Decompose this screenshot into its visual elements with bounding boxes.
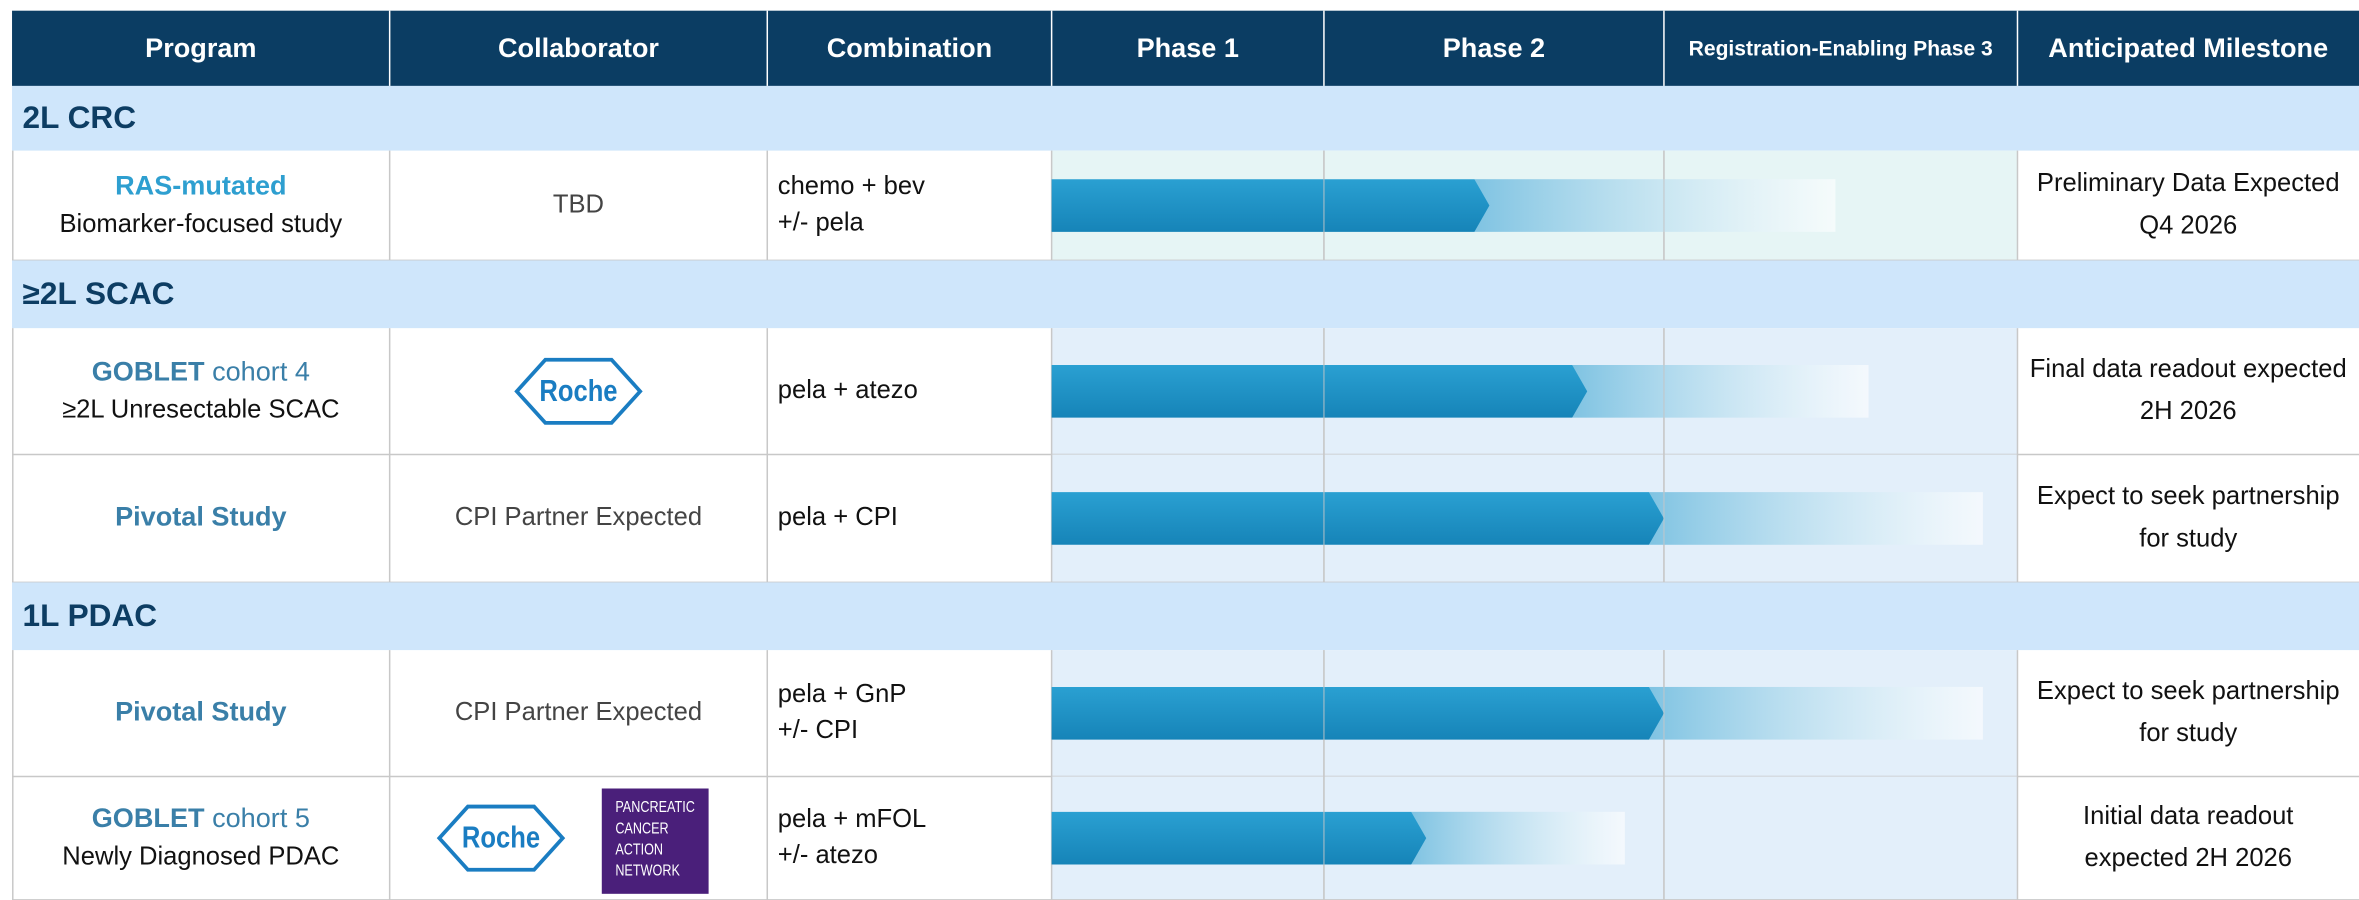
progress-fade: [1648, 686, 1983, 740]
combination: pela + mFOL: [778, 805, 926, 833]
milestone: expected 2H 2026: [2084, 844, 2292, 872]
combination: pela + atezo: [778, 376, 918, 404]
program-name: Pivotal Study: [115, 501, 287, 532]
progress-bar: [1051, 492, 1664, 545]
roche-logo: [436, 804, 566, 872]
program-bold: RAS-mutated: [115, 170, 287, 201]
program-name: RAS-mutated: [115, 170, 287, 201]
progress-fade: [1474, 179, 1836, 232]
pancan-logo-text: PANCREATIC: [615, 799, 695, 817]
header-label: Phase 1: [1137, 32, 1239, 63]
roche-logo-text: Roche: [462, 821, 540, 854]
program-name: GOBLET cohort 5: [92, 802, 310, 833]
progress-fade: [1572, 364, 1869, 418]
section-title: ≥2L SCAC: [23, 275, 175, 311]
program-sub: Newly Diagnosed PDAC: [62, 842, 339, 870]
collaborator: CPI Partner Expected: [455, 503, 702, 531]
milestone: Q4 2026: [2139, 211, 2237, 239]
program-bold: Pivotal Study: [115, 695, 287, 726]
section-bg: [12, 85, 2359, 151]
milestone: 2H 2026: [2140, 397, 2237, 425]
program-rest: cohort 5: [205, 802, 310, 833]
program-name: Pivotal Study: [115, 695, 287, 726]
program-sub: Biomarker-focused study: [59, 210, 342, 238]
header-label: Anticipated Milestone: [2048, 32, 2328, 63]
milestone: Initial data readout: [2083, 802, 2293, 830]
progress-bar: [1051, 686, 1664, 740]
section-bg: [12, 582, 2359, 651]
collaborator: TBD: [553, 190, 604, 218]
milestone: for study: [2139, 524, 2237, 552]
milestone: Expect to seek partnership: [2037, 482, 2340, 510]
program-bold: Pivotal Study: [115, 501, 287, 532]
program-bold: GOBLET: [92, 802, 205, 833]
combination: pela + CPI: [778, 503, 898, 531]
header-label: Program: [145, 32, 256, 63]
milestone: Preliminary Data Expected: [2037, 169, 2340, 197]
progress-bar: [1051, 811, 1427, 865]
pancan-logo: [601, 788, 709, 894]
progress-bar: [1051, 364, 1588, 418]
progress-fade: [1648, 492, 1983, 545]
roche-logo: [514, 357, 643, 425]
pancan-logo-text: CANCER: [615, 820, 668, 838]
combination: +/- CPI: [778, 716, 858, 744]
header-label: Combination: [827, 32, 992, 63]
progress-bar: [1051, 179, 1490, 232]
combination: +/- pela: [778, 208, 865, 236]
milestone: Final data readout expected: [2030, 355, 2347, 383]
section-title: 1L PDAC: [23, 597, 158, 633]
pancan-logo-text: NETWORK: [615, 862, 680, 880]
combination: chemo + bev: [778, 172, 925, 200]
program-name: GOBLET cohort 4: [92, 355, 310, 386]
combination: +/- atezo: [778, 841, 878, 869]
pancan-logo-text: ACTION: [615, 841, 663, 859]
milestone: Expect to seek partnership: [2037, 677, 2340, 705]
program-bold: GOBLET: [92, 355, 205, 386]
roche-logo-text: Roche: [539, 374, 617, 407]
milestone: for study: [2139, 719, 2237, 747]
combination: pela + GnP: [778, 680, 907, 708]
program-rest: cohort 4: [205, 355, 310, 386]
header-label: Collaborator: [498, 32, 659, 63]
header-bg: [12, 10, 2359, 86]
section-title: 2L CRC: [23, 99, 136, 135]
program-sub: ≥2L Unresectable SCAC: [62, 396, 339, 424]
header-label: Phase 2: [1443, 32, 1545, 63]
section-bg: [12, 260, 2359, 329]
header-label: Registration-Enabling Phase 3: [1689, 37, 1993, 60]
collaborator: CPI Partner Expected: [455, 698, 702, 726]
progress-fade: [1411, 811, 1625, 865]
